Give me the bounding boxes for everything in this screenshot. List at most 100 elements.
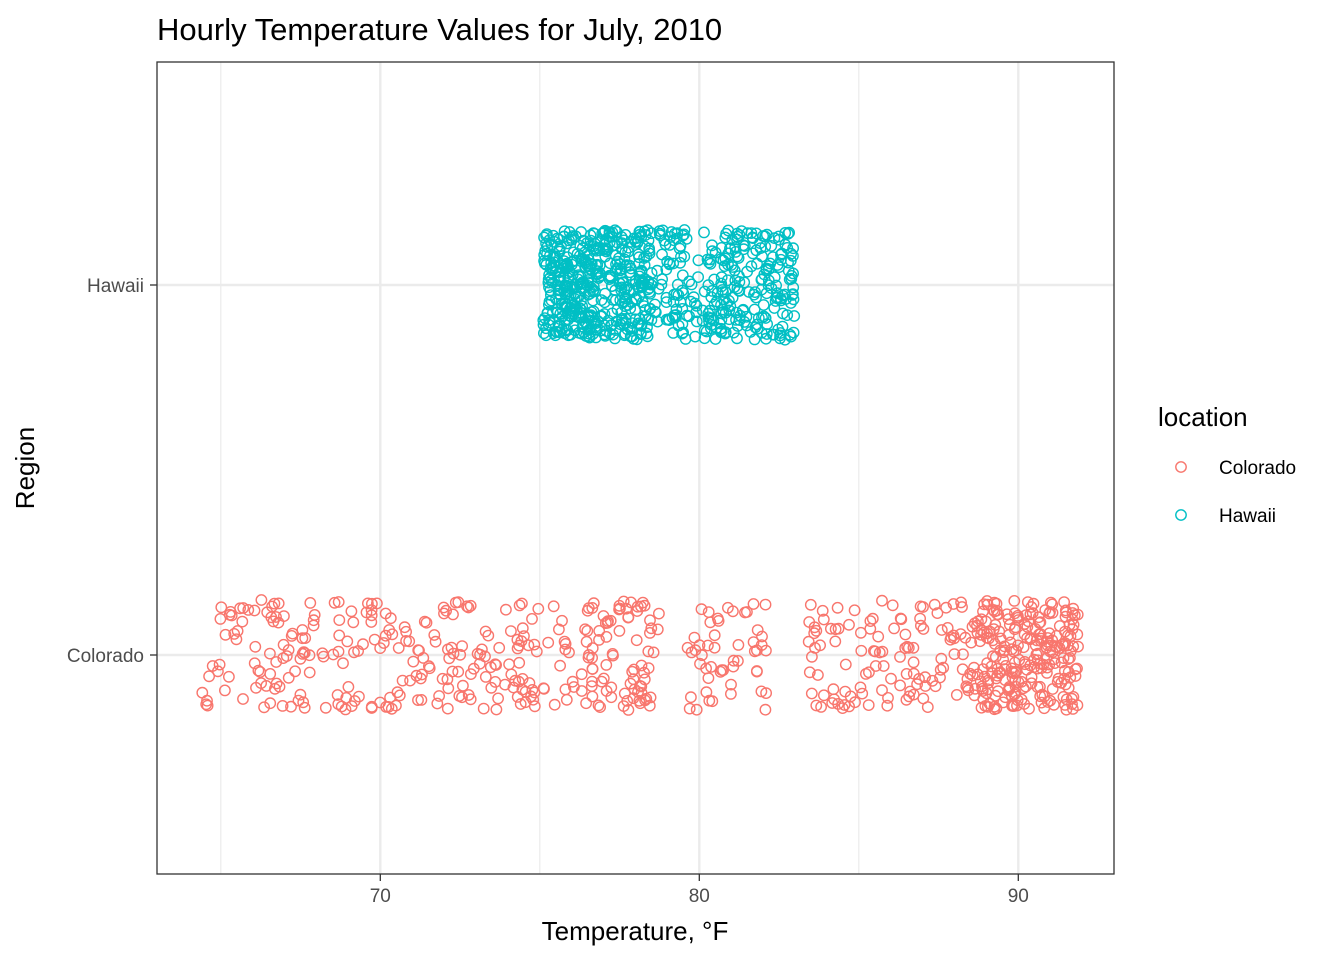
point-colorado [708, 641, 721, 654]
point-colorado [914, 612, 926, 625]
point-colorado [600, 659, 613, 671]
point-hawaii [619, 312, 632, 325]
panel-border [156, 61, 1115, 875]
point-hawaii [636, 276, 648, 289]
point-colorado [627, 692, 640, 705]
point-colorado [950, 689, 963, 701]
point-hawaii [775, 253, 787, 266]
point-colorado [869, 660, 882, 672]
point-hawaii [643, 244, 656, 257]
point-colorado [384, 612, 397, 625]
point-hawaii [584, 287, 596, 300]
point-colorado [586, 675, 598, 688]
point-colorado [803, 666, 816, 679]
point-colorado [993, 625, 1006, 638]
point-colorado [384, 691, 396, 704]
point-hawaii [552, 287, 565, 300]
point-hawaii [609, 224, 621, 237]
point-colorado [258, 701, 270, 714]
point-colorado [456, 640, 468, 652]
point-hawaii [676, 269, 689, 282]
point-colorado [282, 671, 295, 684]
point-hawaii [667, 257, 680, 270]
point-colorado [1064, 652, 1076, 664]
point-hawaii [584, 234, 597, 247]
point-colorado [304, 597, 317, 609]
legend-label-hawaii: Hawaii [1219, 506, 1276, 527]
point-colorado [703, 694, 716, 707]
point-colorado [1004, 636, 1017, 649]
point-colorado [755, 685, 768, 698]
point-colorado [601, 616, 614, 629]
point-colorado [1048, 657, 1061, 669]
point-colorado [236, 615, 249, 628]
point-hawaii [787, 326, 800, 339]
point-hawaii [633, 251, 645, 264]
point-colorado [513, 639, 525, 652]
point-hawaii [567, 307, 580, 320]
point-hawaii [752, 312, 765, 324]
point-colorado [414, 672, 427, 685]
point-colorado [725, 688, 737, 700]
point-colorado [593, 625, 606, 637]
point-colorado [368, 633, 381, 646]
point-colorado [685, 691, 697, 704]
point-colorado [528, 700, 541, 713]
point-colorado [759, 598, 772, 611]
legend-entries: Colorado Hawaii [1175, 458, 1296, 527]
point-colorado [526, 684, 539, 696]
panel-background [157, 62, 1114, 874]
point-hawaii [590, 268, 603, 281]
point-colorado [261, 606, 274, 619]
point-hawaii [781, 309, 794, 321]
point-colorado [624, 677, 637, 690]
point-colorado [228, 628, 241, 640]
point-colorado [839, 658, 852, 671]
point-colorado [957, 648, 969, 661]
point-hawaii [776, 289, 789, 302]
point-colorado [513, 599, 526, 612]
point-colorado [438, 607, 450, 620]
point-colorado [816, 604, 829, 617]
point-colorado [316, 647, 329, 660]
point-colorado [289, 665, 301, 678]
point-colorado [651, 623, 664, 636]
point-hawaii [606, 230, 619, 243]
point-colorado [328, 596, 341, 609]
point-colorado [1008, 595, 1021, 607]
point-colorado [201, 694, 213, 707]
point-hawaii [645, 227, 658, 240]
point-colorado [975, 613, 988, 626]
point-hawaii [638, 259, 651, 272]
point-colorado [559, 683, 572, 696]
point-colorado [429, 635, 442, 648]
point-hawaii [690, 306, 703, 319]
point-colorado [628, 663, 640, 676]
point-hawaii [665, 226, 678, 238]
point-colorado [292, 694, 305, 707]
point-colorado [1059, 604, 1072, 617]
point-colorado [332, 596, 345, 608]
point-colorado [270, 677, 283, 690]
point-colorado [1024, 608, 1037, 621]
point-colorado [1001, 608, 1013, 621]
point-colorado [548, 698, 561, 711]
point-hawaii [587, 294, 599, 307]
point-colorado [1034, 628, 1047, 640]
point-colorado [593, 634, 605, 646]
point-hawaii [711, 287, 724, 299]
legend-key-hawaii [1175, 509, 1187, 521]
point-hawaii [698, 332, 711, 345]
point-colorado [415, 694, 428, 706]
point-colorado [994, 632, 1007, 645]
point-hawaii [560, 301, 573, 313]
point-hawaii [779, 333, 791, 346]
point-colorado [479, 625, 492, 638]
point-colorado [700, 686, 713, 699]
point-colorado [285, 700, 297, 713]
point-colorado [947, 598, 960, 610]
point-hawaii [715, 313, 728, 326]
legend: location Colorado Hawaii [1158, 402, 1296, 527]
point-colorado [422, 660, 435, 673]
point-colorado [751, 665, 763, 678]
